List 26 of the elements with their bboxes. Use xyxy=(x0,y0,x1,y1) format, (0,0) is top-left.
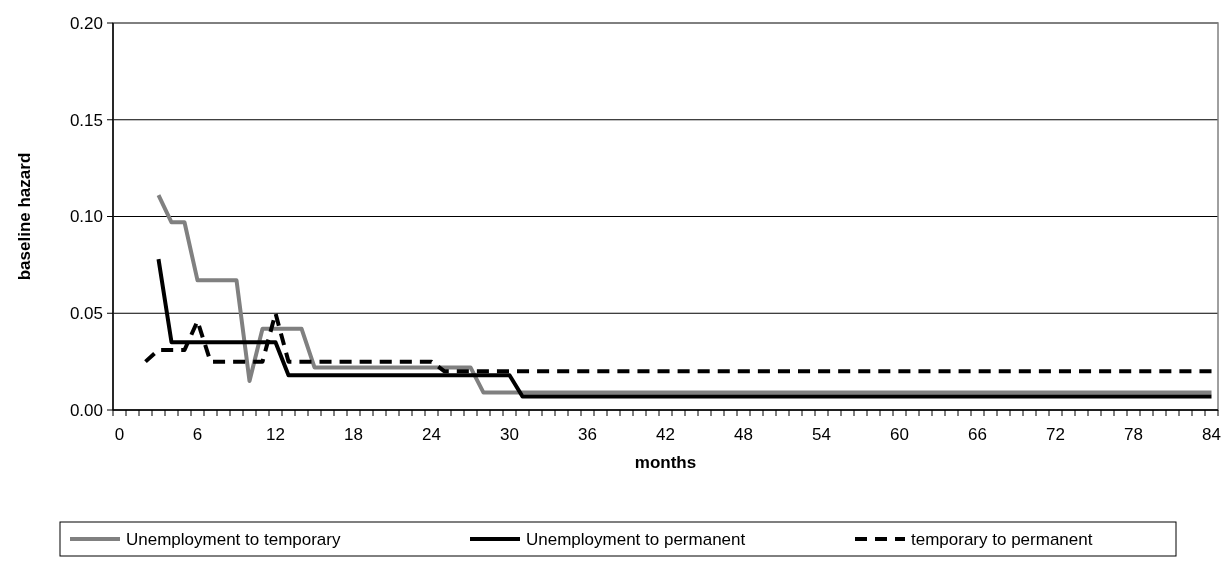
legend-label: Unemployment to permanent xyxy=(526,529,746,549)
x-tick-label: 72 xyxy=(1046,425,1065,444)
y-tick-label: 0.15 xyxy=(69,110,103,130)
y-axis-title: baseline hazard xyxy=(15,152,34,281)
x-tick-label: 6 xyxy=(192,425,203,444)
x-axis-title: months xyxy=(634,453,697,472)
x-tick-label: 30 xyxy=(500,425,519,444)
y-tick-label: 0.10 xyxy=(69,207,103,227)
x-tick-label: 48 xyxy=(734,425,753,444)
x-tick-label: 24 xyxy=(422,425,441,444)
y-tick-label: 0.20 xyxy=(69,13,103,33)
x-tick-label: 66 xyxy=(968,425,987,444)
x-tick-label: 54 xyxy=(812,425,831,444)
legend-label: temporary to permanent xyxy=(911,529,1093,549)
line-series xyxy=(156,193,1214,395)
x-tick-label: 36 xyxy=(578,425,597,444)
y-tick-label: 0.05 xyxy=(69,304,103,324)
x-tick-label: 0 xyxy=(114,425,125,444)
x-tick-label: 42 xyxy=(656,425,675,444)
x-tick-label: 84 xyxy=(1202,425,1221,444)
x-tick-label: 78 xyxy=(1124,425,1143,444)
x-tick-label: 18 xyxy=(344,425,363,444)
y-tick-label: 0.00 xyxy=(69,400,103,420)
x-tick-label: 60 xyxy=(890,425,909,444)
x-tick-label: 12 xyxy=(266,425,285,444)
legend-label: Unemployment to temporary xyxy=(126,529,341,549)
